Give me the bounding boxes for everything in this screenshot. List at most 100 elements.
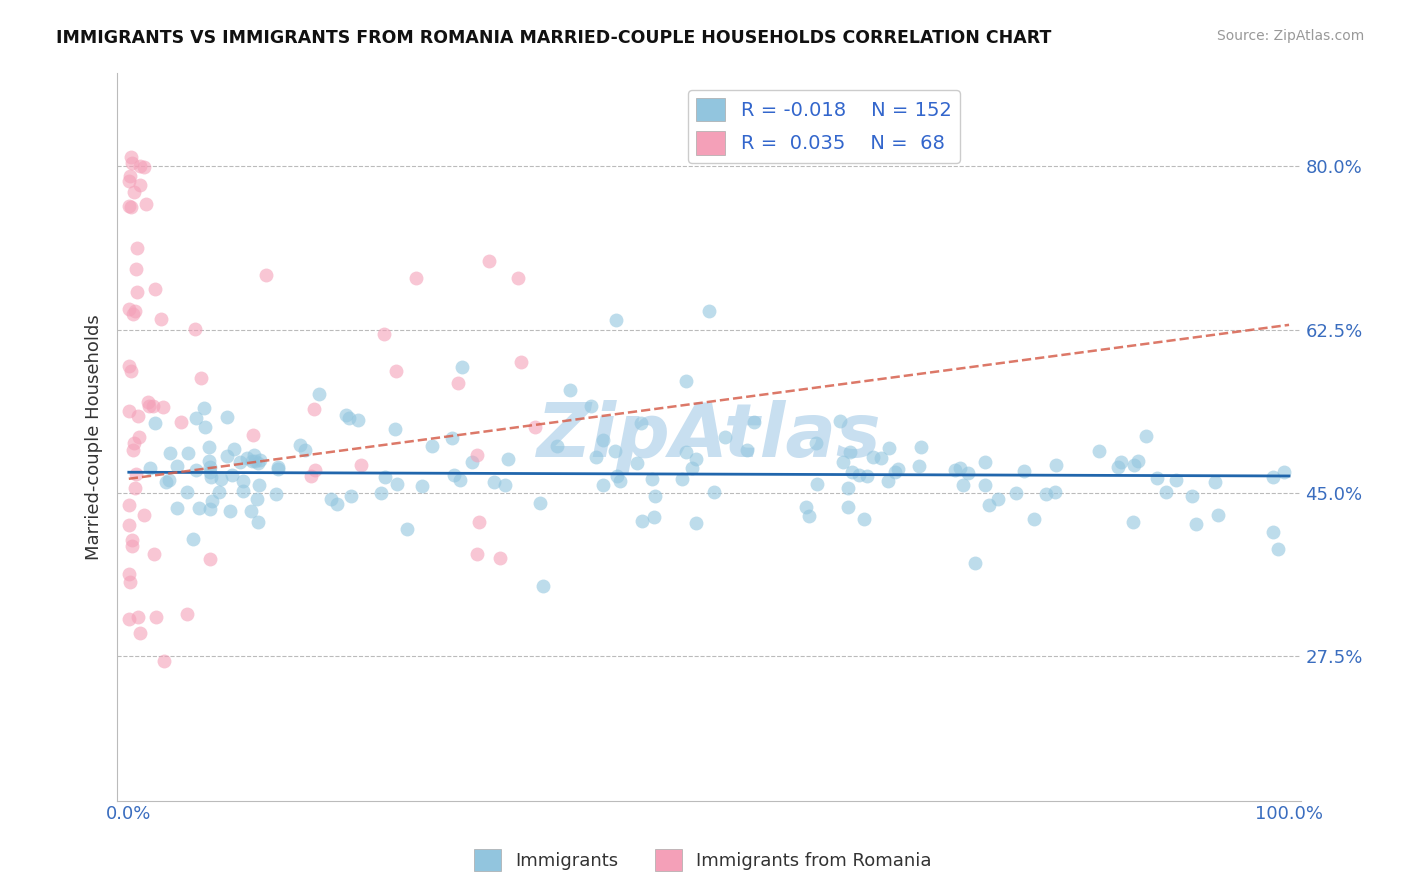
Point bbox=[1204, 475, 1226, 489]
Point bbox=[198, 454, 221, 468]
Point bbox=[489, 551, 512, 566]
Point bbox=[465, 449, 488, 463]
Point bbox=[304, 401, 326, 416]
Point bbox=[496, 452, 519, 467]
Point bbox=[440, 431, 463, 445]
Point bbox=[671, 472, 693, 486]
Point bbox=[1181, 490, 1204, 504]
Point bbox=[120, 364, 142, 378]
Point bbox=[339, 489, 361, 503]
Point bbox=[128, 430, 150, 444]
Point bbox=[254, 268, 277, 282]
Point bbox=[177, 445, 200, 459]
Point bbox=[468, 515, 491, 529]
Point bbox=[396, 522, 419, 536]
Point bbox=[494, 477, 516, 491]
Point bbox=[374, 469, 396, 483]
Point bbox=[735, 442, 758, 457]
Point bbox=[506, 271, 529, 285]
Point bbox=[510, 355, 533, 369]
Point bbox=[129, 178, 152, 192]
Point bbox=[166, 500, 188, 515]
Point bbox=[122, 185, 145, 199]
Point bbox=[804, 435, 827, 450]
Point bbox=[837, 481, 859, 495]
Point bbox=[118, 498, 141, 512]
Point bbox=[592, 434, 614, 448]
Point bbox=[714, 430, 737, 444]
Point bbox=[605, 313, 627, 327]
Point bbox=[247, 477, 270, 491]
Point bbox=[373, 327, 395, 342]
Point bbox=[856, 469, 879, 483]
Text: ZipAtlas: ZipAtlas bbox=[537, 401, 882, 474]
Point bbox=[884, 466, 907, 480]
Point bbox=[558, 383, 581, 397]
Point bbox=[125, 241, 148, 255]
Point bbox=[121, 533, 143, 547]
Point bbox=[181, 532, 204, 546]
Point bbox=[232, 474, 254, 488]
Point bbox=[449, 473, 471, 487]
Point bbox=[794, 500, 817, 514]
Point bbox=[346, 413, 368, 427]
Point bbox=[224, 442, 246, 456]
Point bbox=[465, 547, 488, 561]
Point bbox=[294, 442, 316, 457]
Point bbox=[447, 376, 470, 391]
Point bbox=[869, 451, 891, 466]
Point bbox=[166, 459, 188, 474]
Point bbox=[1109, 455, 1132, 469]
Point bbox=[581, 399, 603, 413]
Point bbox=[308, 387, 330, 401]
Point bbox=[143, 283, 166, 297]
Point bbox=[974, 478, 997, 492]
Point bbox=[886, 462, 908, 476]
Point bbox=[384, 422, 406, 436]
Point bbox=[675, 374, 697, 388]
Point bbox=[247, 456, 270, 470]
Point bbox=[350, 458, 373, 472]
Point bbox=[118, 404, 141, 418]
Point bbox=[121, 539, 143, 553]
Point bbox=[184, 463, 207, 477]
Point bbox=[1035, 487, 1057, 501]
Point bbox=[337, 411, 360, 425]
Point bbox=[198, 440, 221, 454]
Point bbox=[169, 415, 191, 429]
Point bbox=[450, 360, 472, 375]
Point bbox=[460, 455, 482, 469]
Point bbox=[411, 479, 433, 493]
Point bbox=[484, 475, 506, 489]
Point bbox=[200, 465, 222, 479]
Point bbox=[122, 307, 145, 321]
Point bbox=[121, 156, 143, 170]
Point bbox=[120, 201, 142, 215]
Point bbox=[830, 413, 852, 427]
Point bbox=[605, 444, 627, 458]
Point bbox=[1184, 517, 1206, 532]
Point bbox=[215, 410, 238, 425]
Point bbox=[1087, 444, 1109, 458]
Point bbox=[478, 253, 501, 268]
Legend: Immigrants, Immigrants from Romania: Immigrants, Immigrants from Romania bbox=[467, 842, 939, 879]
Point bbox=[120, 575, 142, 590]
Point bbox=[1012, 464, 1035, 478]
Point bbox=[1261, 469, 1284, 483]
Point bbox=[150, 311, 173, 326]
Point bbox=[240, 454, 263, 468]
Point bbox=[943, 463, 966, 477]
Point bbox=[132, 160, 155, 174]
Point bbox=[129, 625, 152, 640]
Point bbox=[122, 442, 145, 457]
Point bbox=[132, 508, 155, 522]
Point bbox=[974, 455, 997, 469]
Point bbox=[697, 303, 720, 318]
Point bbox=[797, 509, 820, 524]
Point bbox=[152, 400, 174, 414]
Point bbox=[118, 302, 141, 317]
Point bbox=[249, 453, 271, 467]
Point bbox=[806, 476, 828, 491]
Point bbox=[1206, 508, 1229, 523]
Point bbox=[742, 415, 765, 429]
